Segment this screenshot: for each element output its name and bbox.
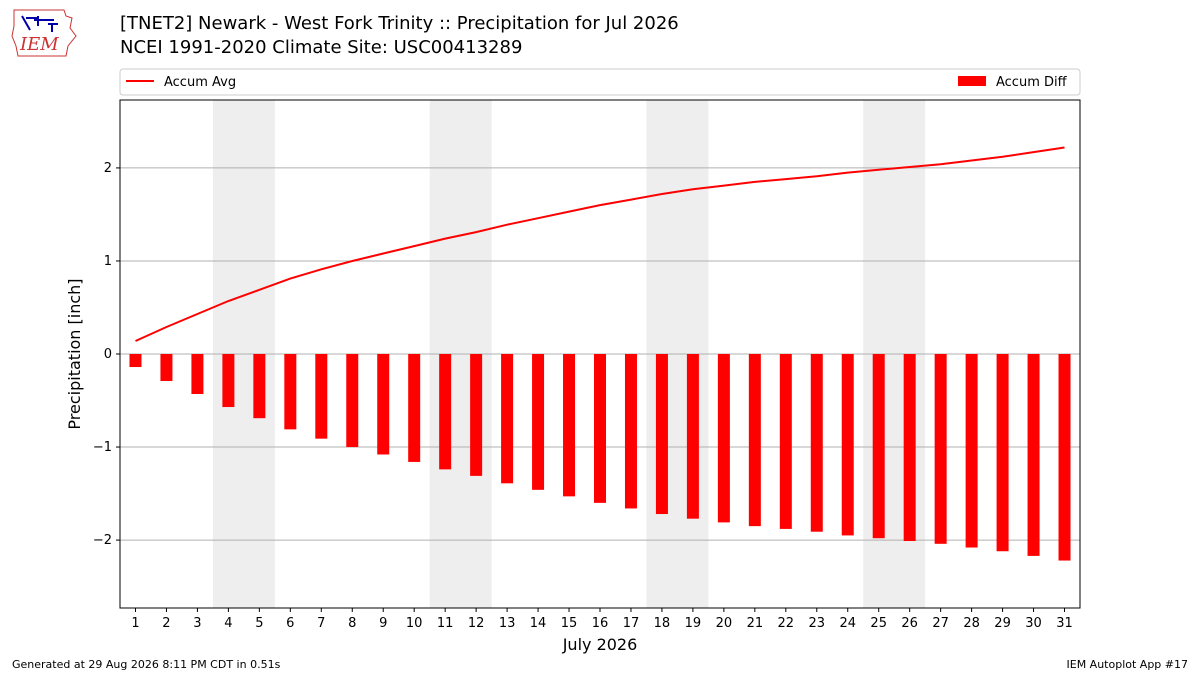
x-tick-label: 28 — [963, 616, 980, 631]
x-tick-label: 24 — [839, 616, 856, 631]
diff-bar — [1058, 354, 1071, 561]
diff-bar — [315, 354, 328, 439]
chart-subtitle: NCEI 1991-2020 Climate Site: USC00413289 — [120, 37, 523, 58]
x-tick-label: 9 — [379, 616, 387, 631]
x-tick-label: 13 — [499, 616, 516, 631]
y-tick-label: 1 — [104, 254, 112, 269]
x-tick-label: 4 — [224, 616, 232, 631]
x-tick-label: 26 — [901, 616, 918, 631]
legend-label-accum-diff: Accum Diff — [996, 75, 1068, 90]
x-axis-label: July 2026 — [562, 635, 638, 654]
diff-bar — [779, 354, 792, 529]
y-tick-label: −2 — [93, 533, 112, 548]
x-tick-label: 11 — [437, 616, 454, 631]
diff-bar — [408, 354, 421, 462]
x-tick-label: 3 — [193, 616, 201, 631]
x-tick-label: 30 — [1025, 616, 1042, 631]
x-tick-label: 10 — [406, 616, 423, 631]
x-tick-label: 23 — [809, 616, 826, 631]
x-tick-label: 5 — [255, 616, 263, 631]
diff-bar — [748, 354, 761, 527]
diff-bar — [160, 354, 173, 381]
diff-bar — [284, 354, 297, 430]
x-tick-label: 19 — [685, 616, 702, 631]
x-tick-label: 14 — [530, 616, 547, 631]
chart-title: [TNET2] Newark - West Fork Trinity :: Pr… — [120, 13, 679, 34]
diff-bar — [686, 354, 699, 519]
x-tick-label: 1 — [131, 616, 139, 631]
diff-bar — [717, 354, 730, 523]
logo-text: IEM — [19, 34, 59, 55]
x-tick-label: 18 — [654, 616, 671, 631]
y-tick-label: 0 — [104, 347, 112, 362]
x-tick-label: 22 — [778, 616, 795, 631]
diff-bar — [532, 354, 545, 490]
x-tick-label: 25 — [870, 616, 887, 631]
diff-bar — [222, 354, 235, 408]
x-tick-label: 15 — [561, 616, 578, 631]
diff-bar — [841, 354, 854, 536]
diff-bar — [1027, 354, 1040, 556]
diff-bar — [439, 354, 452, 470]
y-tick-label: 2 — [104, 161, 112, 176]
x-tick-label: 27 — [932, 616, 949, 631]
x-tick-label: 29 — [994, 616, 1011, 631]
app-label: IEM Autoplot App #17 — [1066, 658, 1189, 671]
accum-avg-line — [135, 146, 1065, 342]
x-tick-label: 2 — [162, 616, 170, 631]
diff-bar — [872, 354, 885, 539]
diff-bar — [934, 354, 947, 544]
diff-bar — [346, 354, 359, 448]
x-tick-label: 31 — [1056, 616, 1073, 631]
diff-bar — [470, 354, 483, 476]
diff-bar — [563, 354, 576, 497]
legend-bar-swatch — [958, 76, 986, 86]
diff-bar — [965, 354, 978, 548]
iem-logo: IEM — [11, 9, 77, 57]
x-tick-label: 6 — [286, 616, 294, 631]
diff-bar — [377, 354, 390, 455]
diff-bar — [655, 354, 668, 515]
diff-bar — [253, 354, 266, 419]
diff-bar — [129, 354, 142, 368]
x-tick-label: 21 — [747, 616, 764, 631]
x-tick-label: 16 — [592, 616, 609, 631]
diff-bar — [903, 354, 916, 542]
generated-timestamp: Generated at 29 Aug 2026 8:11 PM CDT in … — [12, 658, 281, 671]
diff-bar — [996, 354, 1009, 552]
diff-bar — [191, 354, 204, 395]
diff-bar — [810, 354, 823, 532]
diff-bar — [501, 354, 514, 484]
x-tick-label: 17 — [623, 616, 640, 631]
x-tick-label: 12 — [468, 616, 485, 631]
legend-label-accum-avg: Accum Avg — [164, 75, 236, 90]
legend-box — [119, 68, 1081, 96]
diff-bar — [594, 354, 606, 503]
y-tick-label: −1 — [93, 440, 112, 455]
x-tick-label: 8 — [348, 616, 356, 631]
y-axis-label: Precipitation [inch] — [65, 278, 84, 429]
x-tick-label: 7 — [317, 616, 325, 631]
x-tick-label: 20 — [716, 616, 733, 631]
diff-bar — [624, 354, 637, 509]
